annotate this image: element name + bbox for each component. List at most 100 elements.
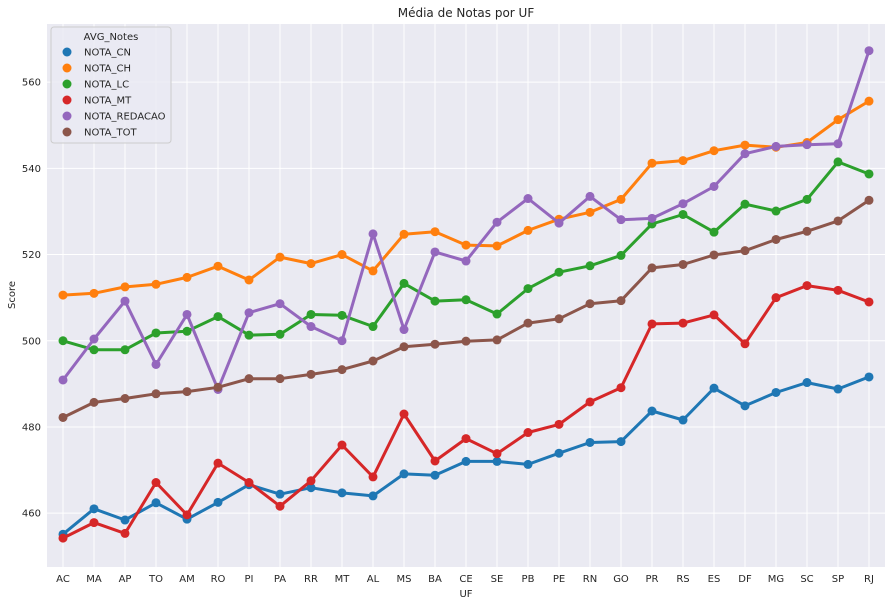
data-point [647,406,657,416]
data-point [399,229,409,239]
x-tick-label: ES [708,574,721,585]
data-point [151,359,161,369]
data-point [399,342,409,352]
data-point [647,263,657,273]
data-point [213,497,223,507]
data-point [709,181,719,191]
data-point [89,504,99,514]
data-point [151,478,161,488]
data-point [244,330,254,340]
data-point [368,472,378,482]
data-point [306,259,316,269]
data-point [120,282,130,292]
data-point [244,308,254,318]
data-point [461,240,471,250]
y-tick-label: 500 [22,336,41,347]
series-layer [58,46,874,543]
data-point [275,252,285,262]
data-point [337,365,347,375]
series-NOTA_CH [58,96,874,300]
data-point [523,318,533,328]
data-point [306,476,316,486]
data-point [740,339,750,349]
x-tick-label: SC [800,574,813,585]
series-NOTA_REDACAO [58,46,874,394]
data-point [399,278,409,288]
data-point [275,329,285,339]
data-point [151,328,161,338]
x-tick-label: PA [274,574,286,585]
series-NOTA_TOT [58,195,874,422]
data-point [213,312,223,322]
legend-marker [62,111,72,121]
data-point [120,528,130,538]
data-point [616,194,626,204]
data-point [368,229,378,239]
x-axis-label: UF [459,589,472,600]
x-tick-label: CE [459,574,472,585]
data-point [709,146,719,156]
data-point [771,206,781,216]
data-point [864,297,874,307]
y-axis-label: Score [7,281,18,309]
data-point [368,266,378,276]
data-point [554,218,564,228]
data-point [585,207,595,217]
x-tick-label: MA [86,574,102,585]
data-point [182,326,192,336]
data-point [275,299,285,309]
data-point [58,412,68,422]
data-point [740,246,750,256]
data-point [399,469,409,479]
data-point [492,335,502,345]
data-point [833,139,843,149]
x-tick-label: PI [245,574,254,585]
data-point [585,261,595,271]
data-point [430,296,440,306]
data-point [151,389,161,399]
data-point [802,378,812,388]
data-point [585,191,595,201]
y-tick-label: 540 [22,164,41,175]
series-NOTA_MT [58,281,874,543]
x-tick-label: PR [646,574,659,585]
data-point [461,434,471,444]
data-point [461,295,471,305]
data-point [554,314,564,324]
data-point [709,250,719,260]
data-point [244,374,254,384]
x-tick-label: RJ [864,574,874,585]
legend-marker [62,47,72,57]
y-tick-label: 520 [22,250,41,261]
data-point [833,384,843,394]
data-point [771,141,781,151]
data-point [58,290,68,300]
data-point [306,322,316,332]
data-point [492,309,502,319]
legend-label: NOTA_CN [84,48,131,59]
data-point [709,227,719,237]
x-tick-label: RN [583,574,597,585]
x-tick-label: DF [738,574,752,585]
y-axis: 460 480 500 520 540 560 [22,78,41,520]
x-tick-label: TO [148,574,163,585]
data-point [368,491,378,501]
data-point [492,217,502,227]
data-point [678,199,688,209]
data-point [275,501,285,511]
data-point [523,428,533,438]
data-point [678,209,688,219]
x-tick-label: AP [119,574,132,585]
x-tick-label: RO [211,574,226,585]
x-tick-label: AM [179,574,194,585]
x-tick-label: MT [335,574,351,585]
data-point [337,440,347,450]
data-point [58,375,68,385]
x-tick-label: MS [397,574,412,585]
data-point [368,322,378,332]
data-point [864,195,874,205]
x-tick-label: BA [428,574,442,585]
data-point [182,272,192,282]
data-point [523,225,533,235]
data-point [585,437,595,447]
